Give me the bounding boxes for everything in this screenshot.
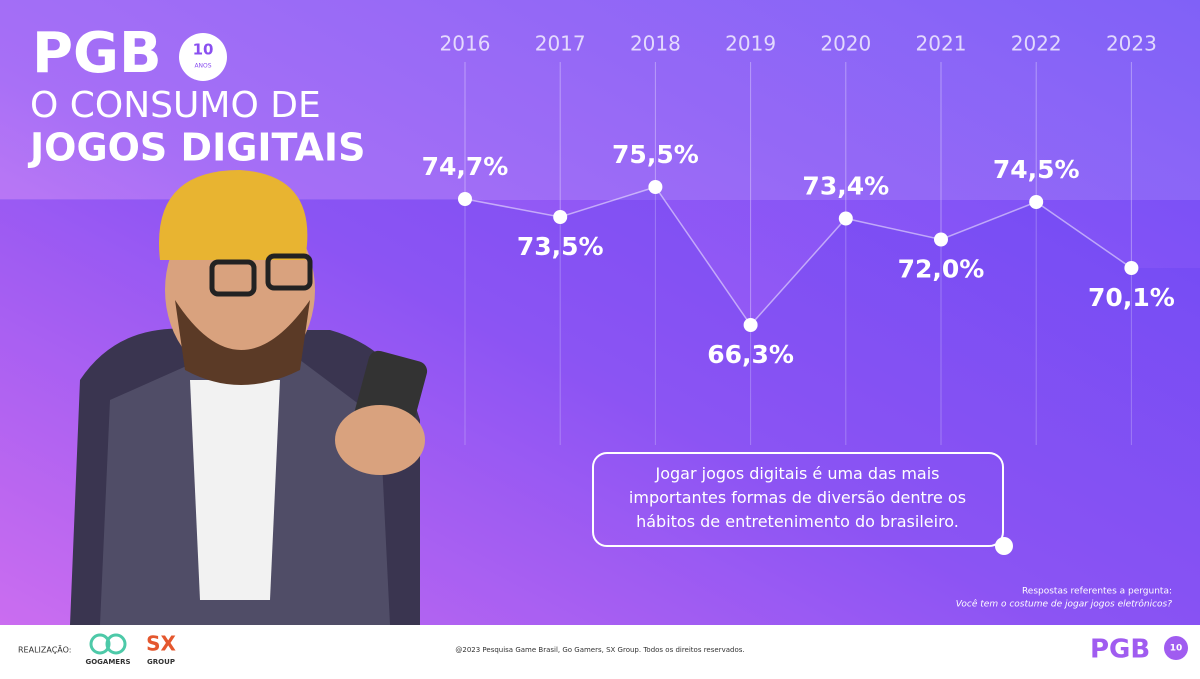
x-tick-label: 2016: [440, 32, 491, 56]
partner1: GOGAMERS: [85, 658, 130, 666]
callout-dot: [995, 537, 1013, 555]
x-tick-label: 2020: [820, 32, 871, 56]
logo: PGB: [32, 21, 162, 86]
value-label: 72,0%: [898, 255, 985, 284]
gogamers-icon: [89, 633, 111, 655]
logo-badge: [179, 33, 227, 81]
line: [464, 186, 1132, 327]
callout-container: Jogar jogos digitais é uma das mais impo…: [628, 464, 967, 531]
note-line1: Respostas referentes a pergunta:: [1022, 587, 1172, 597]
note-line2: Você tem o costume de jogar jogos eletrô…: [956, 599, 1172, 610]
x-tick-label: 2023: [1106, 32, 1157, 56]
badge-sub: ANOS: [194, 63, 211, 70]
title-line1: O CONSUMO DE: [30, 85, 321, 126]
point: [458, 192, 472, 206]
footer: [0, 625, 1200, 675]
person-photo: [70, 170, 428, 625]
value-label: 73,5%: [517, 232, 604, 261]
x-tick-label: 2018: [630, 32, 681, 56]
partner2: SX: [146, 632, 176, 656]
value-label: 70,1%: [1088, 283, 1175, 312]
badge-number: 10: [193, 41, 214, 59]
point: [553, 210, 568, 224]
copyright: @2023 Pesquisa Game Brasil, Go Gamers, S…: [455, 646, 744, 654]
x-tick-label: 2019: [725, 32, 776, 56]
value-label: 75,5%: [612, 140, 699, 169]
point: [838, 211, 853, 226]
value-label: 74,7%: [422, 152, 509, 181]
point: [1029, 195, 1044, 209]
callout-text: Jogar jogos digitais é uma das mais impo…: [628, 464, 967, 531]
value-label: 74,5%: [993, 155, 1080, 184]
value-label: 73,4%: [802, 172, 889, 201]
footer-label: REALIZAÇÃO:: [18, 645, 71, 655]
footer-badge: [1164, 636, 1188, 660]
value-label: 66,3%: [707, 340, 794, 369]
x-tick-label: 2021: [916, 32, 967, 56]
point: [1124, 261, 1139, 275]
footer-badge-number: 10: [1170, 644, 1183, 654]
point: [743, 318, 758, 332]
footer-logo: PGB: [1090, 635, 1150, 665]
point: [934, 232, 948, 247]
x-tick-label: 2017: [535, 32, 586, 56]
x-tick-label: 2022: [1011, 32, 1062, 56]
gogamers-icon: [105, 633, 127, 655]
partner2-sub: GROUP: [147, 658, 175, 666]
callout-box: [592, 452, 1004, 547]
title-line2: JOGOS DIGITAIS: [27, 126, 365, 170]
point: [648, 180, 663, 194]
